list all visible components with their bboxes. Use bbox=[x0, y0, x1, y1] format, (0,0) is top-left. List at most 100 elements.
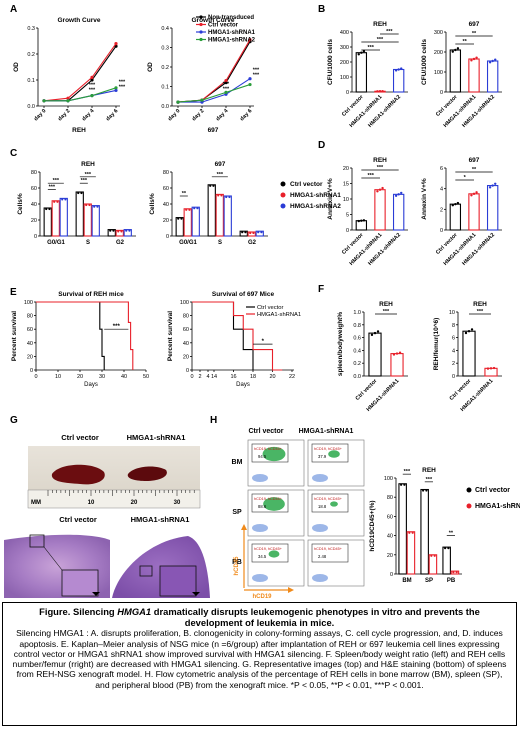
bar bbox=[450, 570, 460, 575]
y-axis-title: REH/femur(10^6) bbox=[432, 318, 440, 371]
panel-letter: B bbox=[318, 4, 325, 15]
legend-marker bbox=[466, 487, 472, 493]
y-tick-label: 60 bbox=[387, 514, 393, 520]
x-axis-title: REH bbox=[72, 127, 86, 134]
arrow-icon bbox=[192, 592, 200, 596]
legend-label: HMGA1-shRNA1 bbox=[290, 192, 341, 199]
replicate-dot bbox=[411, 531, 414, 534]
replicate-dot bbox=[392, 353, 396, 356]
legend-marker bbox=[199, 37, 203, 42]
replicate-dot bbox=[422, 489, 425, 492]
replicate-dot bbox=[454, 202, 457, 206]
event-cloud bbox=[263, 497, 285, 511]
g-kd-label: HMGA1-shRNA1 bbox=[127, 433, 186, 442]
data-point bbox=[90, 75, 94, 79]
legend-label: Ctrl vector bbox=[257, 305, 283, 311]
replicate-dot bbox=[53, 200, 56, 203]
y-tick-label: 2 bbox=[452, 361, 455, 367]
replicate-dot bbox=[252, 231, 255, 235]
arrow-up-icon bbox=[241, 524, 247, 530]
replicate-dot bbox=[472, 192, 476, 196]
survival-curve bbox=[36, 301, 134, 370]
significance-stars: *** bbox=[49, 185, 56, 191]
significance-stars: *** bbox=[477, 309, 484, 315]
significance-stars: *** bbox=[89, 88, 96, 94]
replicate-dot bbox=[376, 190, 379, 193]
significance-stars: *** bbox=[367, 45, 374, 51]
bar bbox=[355, 52, 368, 93]
y-axis-title: spleen/bodyweight% bbox=[337, 312, 344, 377]
series-line bbox=[43, 43, 117, 102]
y-tick-label: 0 bbox=[440, 90, 443, 96]
replicate-dot bbox=[475, 191, 478, 194]
flow-gate bbox=[311, 493, 349, 513]
replicate-dot bbox=[125, 229, 128, 232]
arrow-icon bbox=[92, 592, 100, 596]
replicate-dot bbox=[486, 367, 490, 370]
x-tick-label: G0/G1 bbox=[47, 240, 65, 246]
significance-stars: *** bbox=[386, 29, 393, 35]
replicate-dot bbox=[362, 219, 366, 222]
significance-stars: *** bbox=[377, 37, 384, 43]
panel-letter: E bbox=[10, 287, 17, 298]
significance-stars: *** bbox=[253, 68, 260, 74]
significance-stars: *** bbox=[223, 86, 230, 92]
y-tick-label: 100 bbox=[340, 75, 349, 81]
series-line bbox=[177, 84, 251, 103]
significance-stars: *** bbox=[119, 84, 126, 90]
replicate-dot bbox=[472, 57, 476, 61]
ruler-unit: MM bbox=[31, 500, 41, 506]
replicate-dot bbox=[452, 571, 455, 574]
spleen-ctrl bbox=[51, 464, 105, 485]
event-cloud-neg bbox=[312, 524, 328, 532]
replicate-dot bbox=[451, 204, 454, 207]
replicate-dot bbox=[433, 554, 436, 557]
legend-label: HMGA1-shRNA1 bbox=[475, 503, 520, 510]
chart-title: REH bbox=[373, 157, 387, 164]
replicate-dot bbox=[370, 333, 374, 337]
event-cloud-neg bbox=[252, 574, 268, 582]
y-tick-label: 0.1 bbox=[27, 78, 35, 84]
ruler bbox=[27, 489, 201, 509]
significance-stars: *** bbox=[119, 79, 126, 85]
bar bbox=[255, 230, 264, 237]
flow-gate bbox=[251, 443, 289, 463]
y-axis-title: CFU/1000 cells bbox=[327, 39, 334, 85]
significance-stars: * bbox=[262, 339, 265, 345]
replicate-dot bbox=[376, 330, 380, 333]
caption-lead-suffix: dramatically disrupts leukemogenic pheno… bbox=[151, 606, 480, 629]
replicate-dot bbox=[217, 194, 220, 197]
chart-title: Survival of 697 Mice bbox=[212, 291, 275, 298]
data-point bbox=[248, 38, 252, 42]
panel-h-flow: Ctrl vector HMGA1-shRNA1 BM hCD19, hCD45+ 94… bbox=[232, 428, 365, 600]
significance-stars: *** bbox=[404, 469, 411, 475]
y-tick-label: 0.2 bbox=[161, 65, 169, 71]
bar bbox=[43, 207, 52, 237]
event-cloud-neg bbox=[312, 474, 328, 482]
x-tick-label: SP bbox=[425, 578, 433, 584]
replicate-dot bbox=[400, 67, 403, 70]
replicate-dot bbox=[362, 49, 366, 53]
replicate-dot bbox=[378, 90, 382, 93]
x-axis-title: Days bbox=[236, 382, 250, 388]
survival-curve bbox=[36, 301, 105, 370]
bar bbox=[223, 195, 232, 237]
y-tick-label: 60 bbox=[27, 327, 33, 333]
y-tick-label: 0.3 bbox=[27, 26, 35, 32]
chart-title: Growth Curve bbox=[192, 17, 235, 24]
survival-curve bbox=[192, 301, 254, 370]
panel-letter: A bbox=[10, 4, 17, 15]
gate-percent: 94.5 bbox=[258, 454, 267, 459]
chart-title: Growth Curve bbox=[58, 17, 101, 24]
bar bbox=[398, 483, 407, 575]
y-tick-label: 20 bbox=[387, 553, 393, 559]
y-tick-label: 10 bbox=[449, 310, 455, 316]
x-tick-label: 0 bbox=[190, 374, 193, 380]
panel-letter: H bbox=[210, 415, 217, 426]
chart-title: 697 bbox=[215, 161, 226, 168]
y-tick-label: 4 bbox=[452, 348, 455, 354]
significance-stars: ** bbox=[449, 531, 454, 537]
